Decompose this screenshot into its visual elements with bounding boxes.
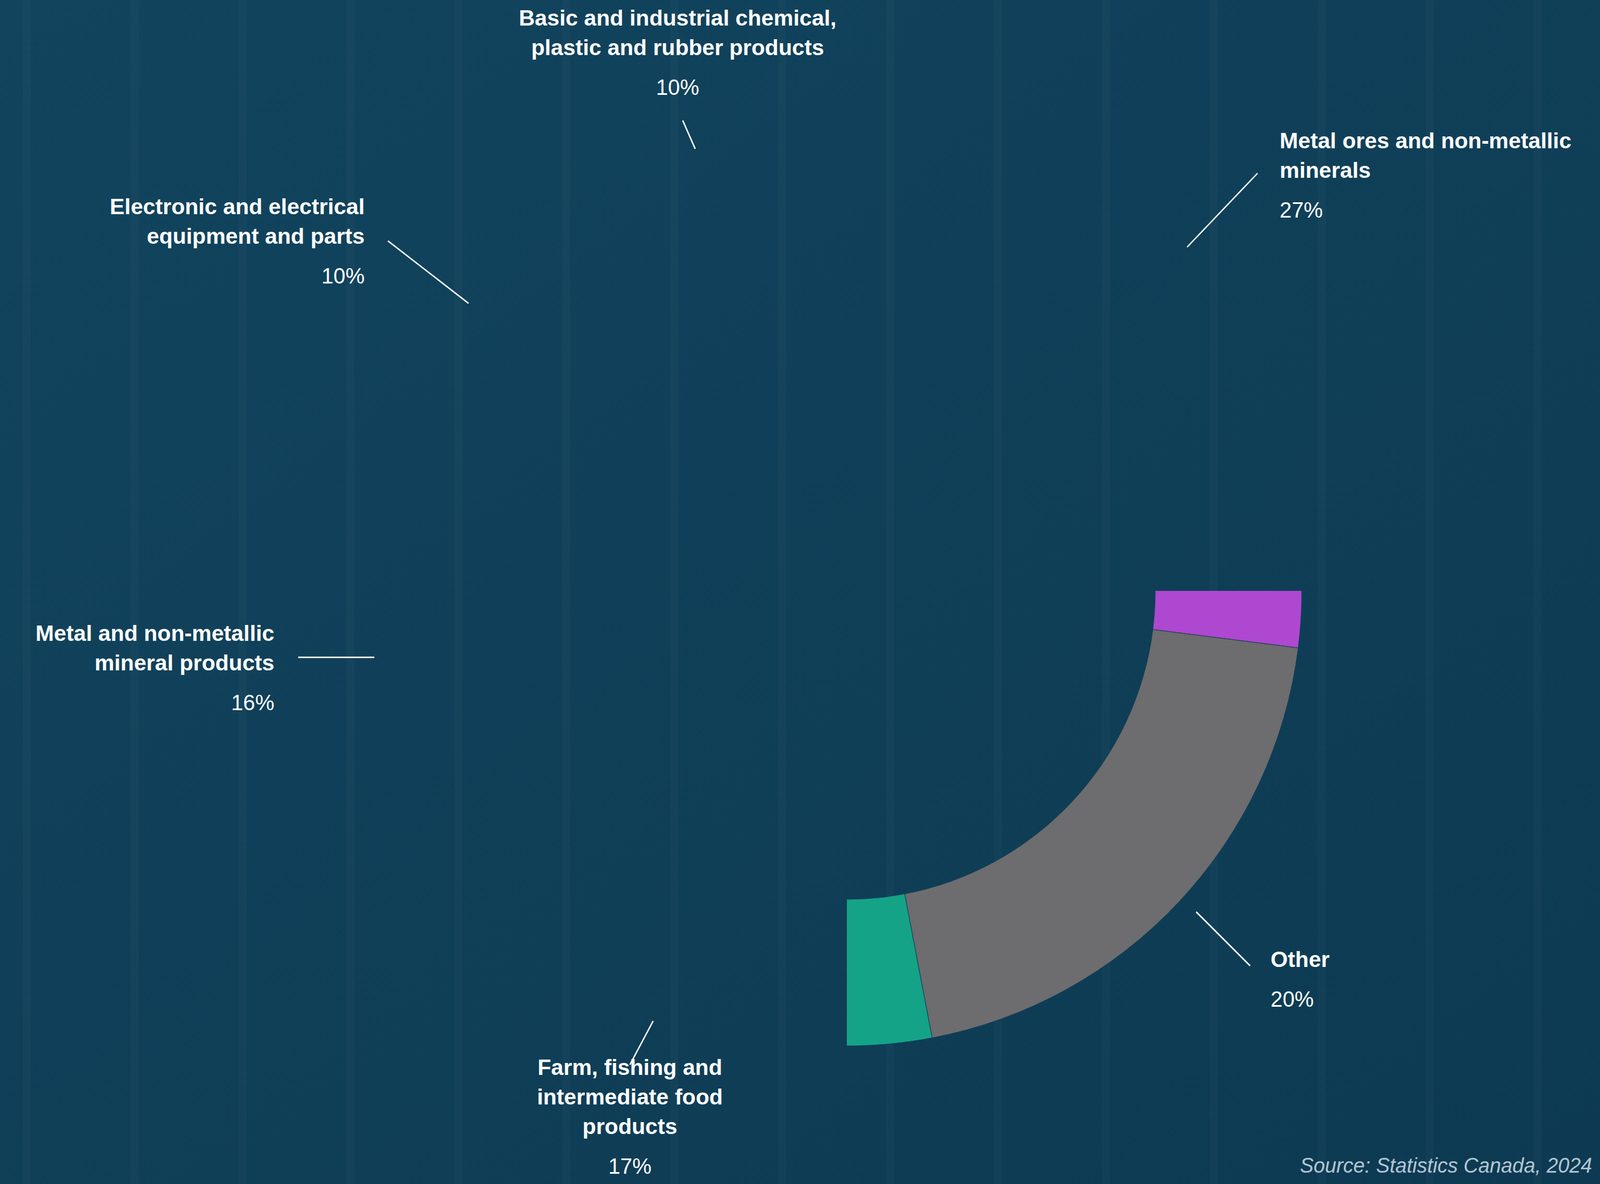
slice-label: Metal ores and non-metallic minerals 27% xyxy=(1279,128,1572,223)
background-stripe xyxy=(130,0,139,1184)
background-stripe xyxy=(22,0,31,1184)
slice-label: Farm, fishing and intermediate food produc… xyxy=(536,1054,723,1178)
category-label-line: mineral products xyxy=(94,650,275,675)
category-label-line: products xyxy=(582,1113,678,1139)
labels: Metal ores and non-metallic minerals 27% Ot… xyxy=(35,5,1572,1178)
value-label: 10% xyxy=(321,264,365,288)
background-pattern xyxy=(22,0,1542,1184)
value-label: 17% xyxy=(608,1154,652,1178)
donut-slice xyxy=(904,629,1299,1038)
donut-slice xyxy=(846,787,933,1046)
value-label: 20% xyxy=(1270,987,1314,1012)
category-label: Basic and industrial chemical, plastic an… xyxy=(518,5,837,60)
background-stripe xyxy=(670,0,679,1184)
category-label: Other xyxy=(1270,946,1330,972)
background-stripe xyxy=(1425,0,1434,1184)
source-note: Source: Statistics Canada, 2024 xyxy=(1300,1153,1593,1177)
category-label-line: Farm, fishing and xyxy=(537,1054,722,1080)
slice-label: Other 20% xyxy=(1270,946,1330,1012)
category-label: Farm, fishing and intermediate food produc… xyxy=(536,1054,723,1139)
background-stripe xyxy=(778,0,787,1184)
category-label-line: Metal ores and non-metallic xyxy=(1279,128,1572,153)
category-label-line: intermediate food xyxy=(536,1084,723,1109)
slices xyxy=(846,590,1302,1046)
category-label: Metal ores and non-metallic minerals xyxy=(1279,128,1572,183)
category-label-line: Other xyxy=(1270,946,1330,972)
background-stripe xyxy=(1101,0,1110,1184)
category-label-line: Basic and industrial chemical, xyxy=(518,5,837,31)
background xyxy=(0,0,1600,1184)
value-label: 27% xyxy=(1279,198,1323,223)
background-stripe xyxy=(238,0,247,1184)
slice-label: Electronic and electrical equipment and p… xyxy=(109,194,365,288)
leader-line xyxy=(298,656,375,659)
category-label-line: Metal and non-metallic xyxy=(35,620,275,646)
background-stripe xyxy=(1533,0,1542,1184)
leader-line xyxy=(682,120,696,149)
category-label-line: equipment and parts xyxy=(146,223,365,249)
background-stripe xyxy=(454,0,463,1184)
category-label: Electronic and electrical equipment and p… xyxy=(109,194,365,249)
slice-label: Basic and industrial chemical, plastic an… xyxy=(518,5,837,100)
leader-line xyxy=(1187,173,1258,248)
value-label: 16% xyxy=(231,690,275,715)
category-label-line: minerals xyxy=(1279,157,1371,183)
slice-label: Metal and non-metallic mineral products 16… xyxy=(35,620,275,715)
value-label: 10% xyxy=(656,75,700,100)
background-stripe xyxy=(562,0,571,1184)
background-stripe xyxy=(346,0,355,1184)
category-label: Metal and non-metallic mineral products xyxy=(35,620,275,675)
leader-line xyxy=(387,240,469,304)
category-label-line: plastic and rubber products xyxy=(531,35,825,60)
chart-root: Metal ores and non-metallic minerals 27% Ot… xyxy=(0,0,1600,1184)
donut-slice xyxy=(846,590,1302,648)
category-label-line: Electronic and electrical xyxy=(109,194,365,219)
leader-line xyxy=(1196,911,1251,966)
